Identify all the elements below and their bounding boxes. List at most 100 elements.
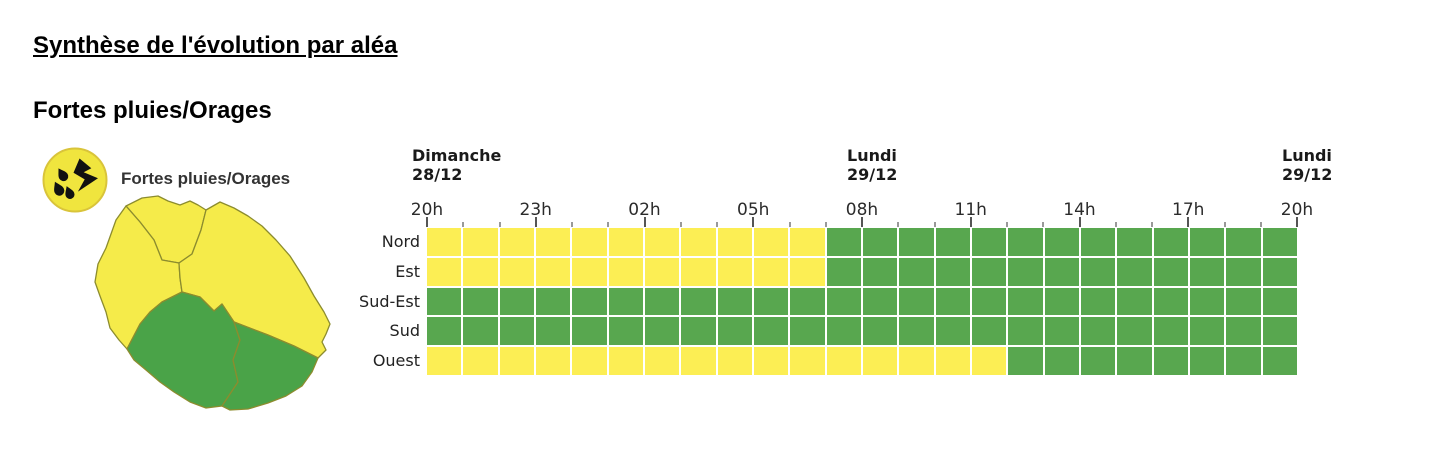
hour-tick bbox=[933, 222, 936, 227]
hour-tick bbox=[534, 217, 537, 227]
hour-tick bbox=[1296, 217, 1298, 227]
grid-cell bbox=[935, 287, 970, 316]
hour-tick bbox=[1223, 222, 1226, 227]
grid-cell bbox=[572, 257, 607, 286]
grid-cell bbox=[862, 317, 898, 346]
hour-label: 17h bbox=[1172, 200, 1205, 220]
vigilance-grid bbox=[427, 228, 1297, 375]
grid-cell bbox=[753, 347, 789, 375]
grid-cell bbox=[899, 228, 934, 256]
grid-cell bbox=[1080, 347, 1116, 375]
hour-tick bbox=[679, 222, 682, 227]
hour-tick bbox=[1187, 217, 1190, 227]
grid-cell bbox=[826, 257, 861, 286]
hour-label: 05h bbox=[737, 200, 770, 220]
grid-cell bbox=[499, 228, 534, 256]
grid-cell bbox=[899, 257, 934, 286]
grid-cell bbox=[1153, 317, 1188, 346]
grid-cell bbox=[1153, 287, 1188, 316]
grid-cell bbox=[572, 347, 607, 375]
grid-cell bbox=[826, 228, 861, 256]
grid-cell bbox=[608, 347, 643, 375]
grid-cell bbox=[935, 317, 970, 346]
hour-tick bbox=[607, 222, 610, 227]
grid-cell bbox=[427, 257, 462, 286]
hour-tick bbox=[897, 222, 900, 227]
grid-cell bbox=[463, 317, 498, 346]
grid-cell bbox=[1226, 347, 1261, 375]
grid-cell bbox=[717, 228, 752, 256]
grid-cell bbox=[899, 347, 934, 375]
grid-cell bbox=[1044, 228, 1079, 256]
grid-cell bbox=[717, 347, 752, 375]
page-title: Synthèse de l'évolution par aléa bbox=[33, 31, 398, 59]
grid-cell bbox=[572, 287, 607, 316]
grid-cell bbox=[935, 257, 970, 286]
grid-cell bbox=[862, 347, 898, 375]
hour-tick bbox=[788, 222, 791, 227]
grid-cell bbox=[1153, 347, 1188, 375]
grid-cell bbox=[681, 287, 716, 316]
grid-cell bbox=[1117, 317, 1152, 346]
timeline: Dimanche 28/12 Lundi 29/12 Lundi 29/12 20h 23h 0… bbox=[411, 0, 1332, 458]
grid-cell bbox=[1044, 257, 1079, 286]
grid-cell bbox=[535, 287, 571, 316]
hour-tick bbox=[969, 217, 972, 227]
grid-cell bbox=[899, 287, 934, 316]
grid-cell bbox=[717, 287, 752, 316]
heavy-rain-thunderstorm-icon bbox=[42, 147, 108, 213]
grid-cell bbox=[535, 257, 571, 286]
grid-cell bbox=[1189, 257, 1225, 286]
row-label-sud-est: Sud-Est bbox=[359, 291, 420, 311]
grid-cell bbox=[463, 287, 498, 316]
grid-cell bbox=[1262, 228, 1297, 256]
hazard-section-title: Fortes pluies/Orages bbox=[33, 97, 272, 124]
grid-cell bbox=[790, 347, 825, 375]
grid-cell bbox=[1189, 228, 1225, 256]
grid-cell bbox=[826, 317, 861, 346]
hour-label: 20h bbox=[410, 200, 444, 220]
grid-cell bbox=[790, 257, 825, 286]
grid-cell bbox=[535, 347, 571, 375]
grid-cell bbox=[427, 317, 462, 346]
grid-cell bbox=[681, 347, 716, 375]
grid-cell bbox=[753, 287, 789, 316]
grid-cell bbox=[644, 228, 680, 256]
grid-cell bbox=[790, 228, 825, 256]
hour-tick bbox=[752, 217, 755, 227]
grid-cell bbox=[1262, 317, 1297, 346]
grid-cell bbox=[1008, 228, 1043, 256]
grid-cell bbox=[1080, 287, 1116, 316]
grid-cell bbox=[463, 257, 498, 286]
hour-tick bbox=[824, 222, 827, 227]
grid-cell bbox=[1189, 317, 1225, 346]
grid-cell bbox=[499, 317, 534, 346]
grid-cell bbox=[535, 317, 571, 346]
reunion-vigilance-map bbox=[94, 195, 331, 411]
hour-label: 20h bbox=[1280, 200, 1314, 220]
grid-cell bbox=[1262, 257, 1297, 286]
hour-label: 11h bbox=[954, 200, 987, 220]
grid-cell bbox=[790, 287, 825, 316]
hour-tick bbox=[426, 217, 428, 227]
grid-cell bbox=[753, 257, 789, 286]
grid-cell bbox=[862, 257, 898, 286]
grid-cell bbox=[499, 347, 534, 375]
grid-cell bbox=[644, 347, 680, 375]
grid-cell bbox=[1226, 228, 1261, 256]
grid-cell bbox=[971, 228, 1007, 256]
grid-cell bbox=[644, 287, 680, 316]
grid-cell bbox=[1153, 257, 1188, 286]
grid-cell bbox=[1262, 347, 1297, 375]
grid-cell bbox=[427, 287, 462, 316]
grid-cell bbox=[971, 317, 1007, 346]
row-label-ouest: Ouest bbox=[372, 351, 420, 371]
hour-tick bbox=[498, 222, 501, 227]
hour-tick bbox=[861, 217, 863, 227]
hour-tick bbox=[1114, 222, 1117, 227]
hour-tick bbox=[571, 222, 573, 227]
day-header: Dimanche 28/12 bbox=[412, 146, 502, 184]
hour-label: 23h bbox=[519, 200, 552, 220]
grid-cell bbox=[608, 317, 643, 346]
grid-cell bbox=[681, 317, 716, 346]
